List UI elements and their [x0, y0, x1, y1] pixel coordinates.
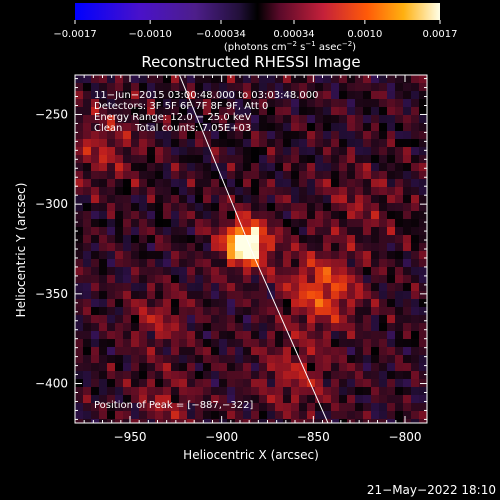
x-axis-label: Heliocentric X (arcsec) [183, 448, 319, 462]
info-line-time: 11−Jun−2015 03:00:48.000 to 03:03:48.000 [94, 90, 319, 101]
y-tick-label: −250 [35, 107, 68, 121]
colorbar [75, 3, 440, 20]
x-tick-label: −800 [389, 430, 422, 444]
peak-position-label: Position of Peak = [−887,−322] [94, 400, 253, 411]
colorbar-tick-label: −0.0010 [128, 29, 171, 40]
colorbar-tick-label: −0.00034 [196, 29, 246, 40]
y-tick-label: −350 [35, 287, 68, 301]
y-axis-label: Heliocentric Y (arcsec) [14, 183, 28, 318]
x-tick-label: −900 [205, 430, 238, 444]
colorbar-unit-label: (photons cm−2 s−1 asec−2) [224, 40, 356, 53]
x-tick-label: −950 [114, 430, 147, 444]
y-tick-label: −300 [35, 197, 68, 211]
colorbar-ticks: −0.0017 −0.0010 −0.00034 0.00034 0.0010 0.001… [53, 20, 458, 40]
solar-limb-line [179, 75, 329, 423]
colorbar-tick-label: 0.00034 [273, 29, 314, 40]
info-line-detectors: Detectors: 3F 5F 6F 7F 8F 9F, Att 0 [94, 101, 268, 112]
colorbar-tick-label: −0.0017 [53, 29, 96, 40]
timestamp: 21−May−2022 18:10 [367, 483, 496, 497]
chart-title: Reconstructed RHESSI Image [141, 53, 360, 71]
y-tick-label: −400 [35, 377, 68, 391]
colorbar-tick-label: 0.0010 [347, 29, 382, 40]
info-line-counts: Clean Total counts: 7.05E+03 [94, 123, 251, 134]
colorbar-tick-label: 0.0017 [423, 29, 458, 40]
heatmap-image [75, 75, 427, 423]
info-line-energy: Energy Range: 12.0 − 25.0 keV [94, 112, 251, 123]
x-tick-label: −850 [297, 430, 330, 444]
axis-ticks: −950 −900 −850 −800 −250 −300 −350 −400 [35, 75, 427, 444]
